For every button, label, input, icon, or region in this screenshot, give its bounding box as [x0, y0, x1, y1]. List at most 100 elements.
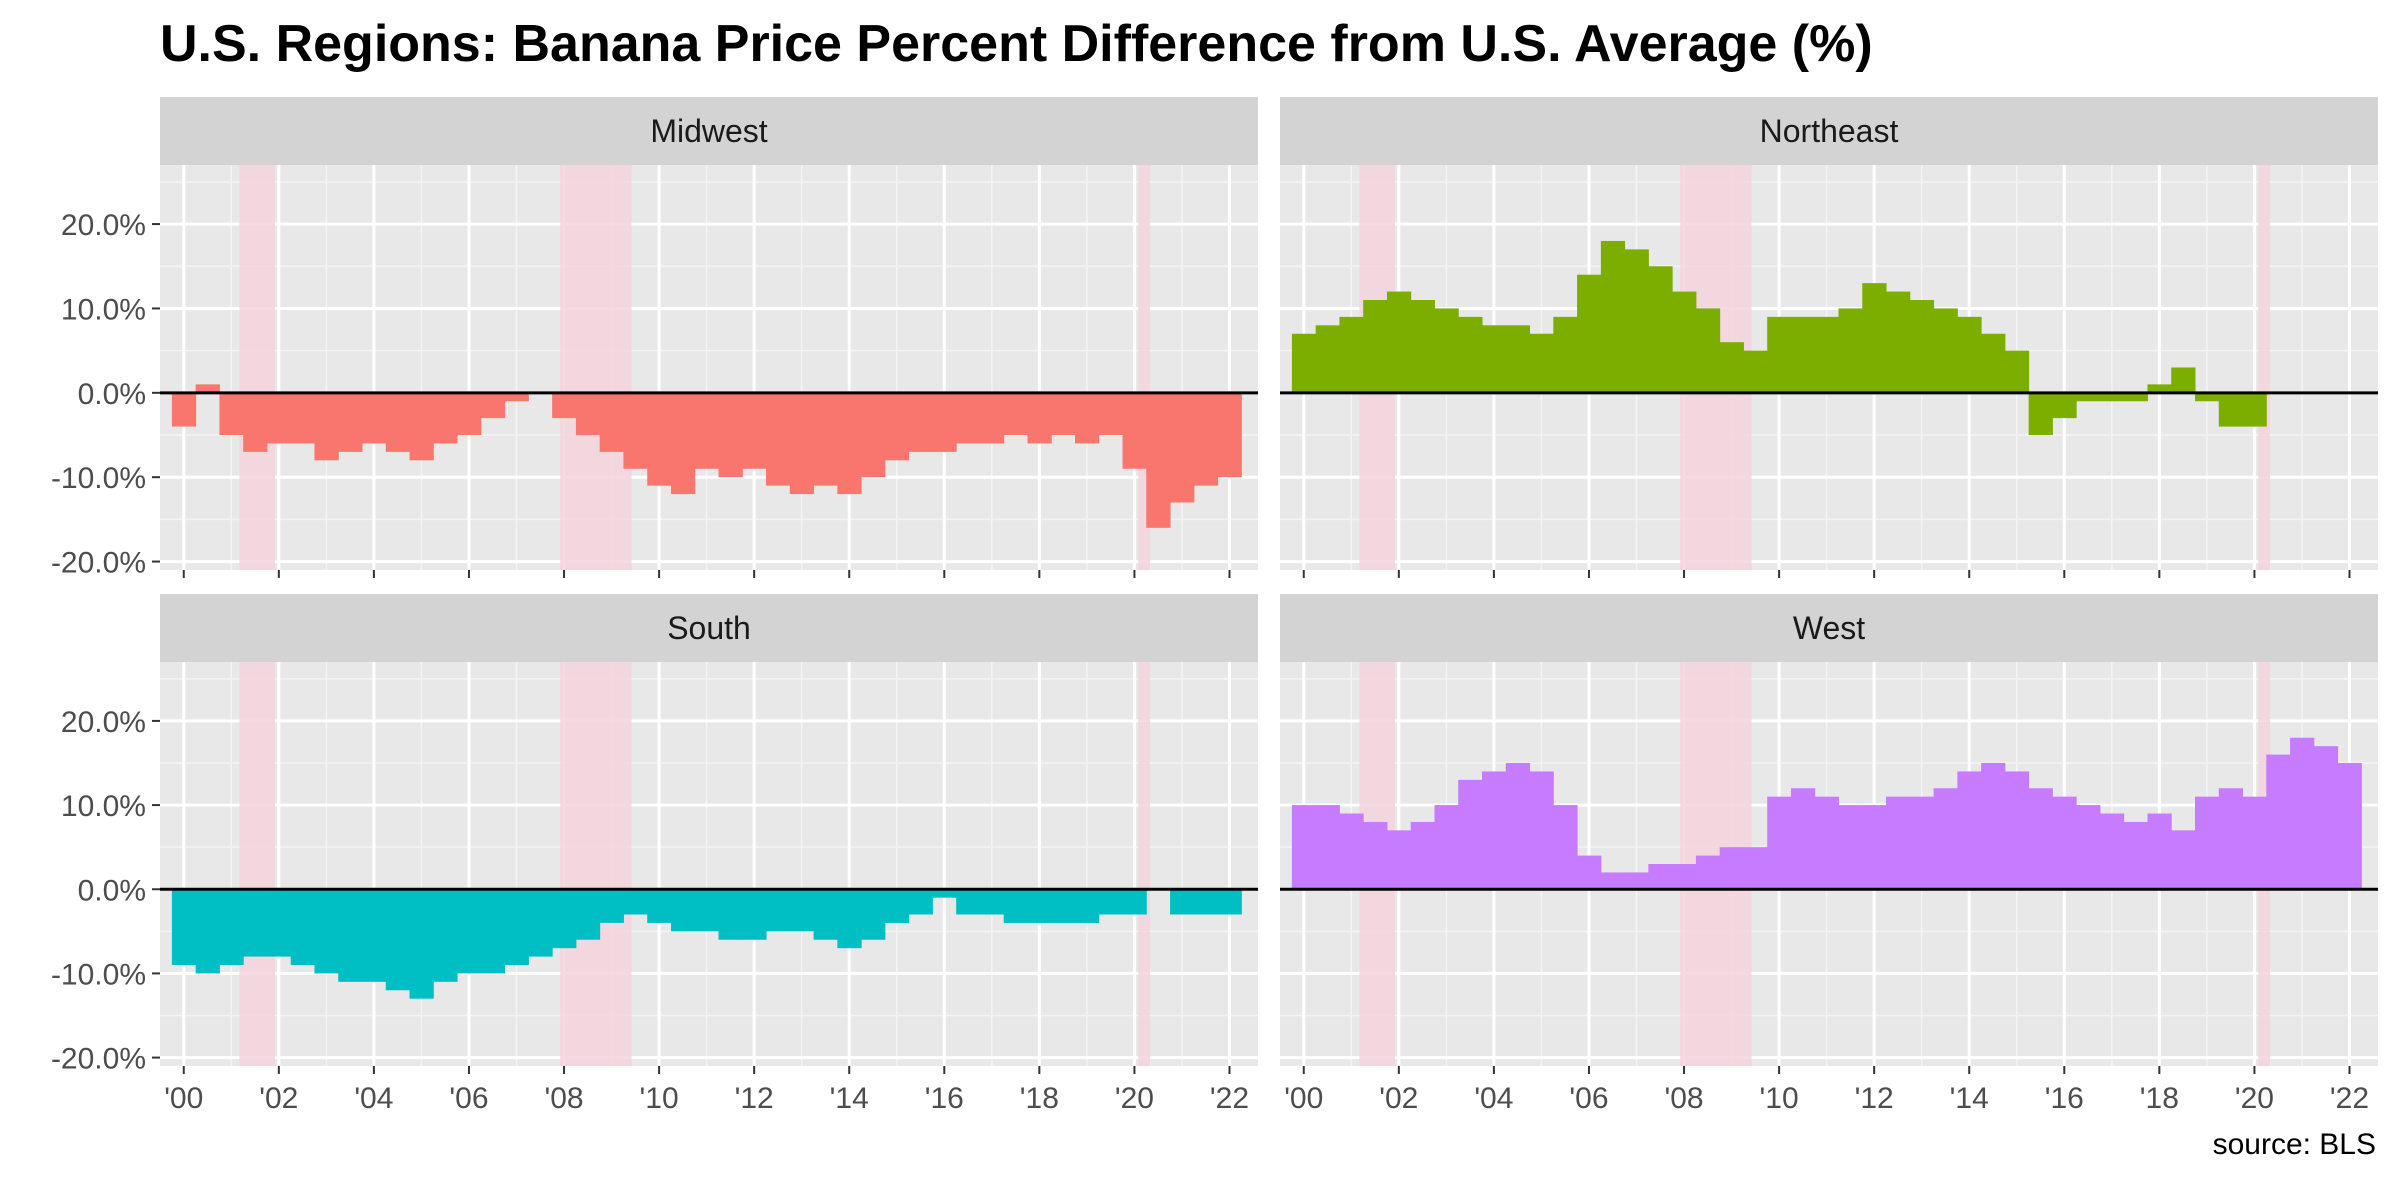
bar-west: [1672, 864, 1697, 890]
bar-northeast: [1886, 291, 1911, 393]
bar-northeast: [1743, 350, 1768, 393]
bar-south: [1051, 889, 1076, 923]
bar-west: [1600, 872, 1626, 890]
bar-midwest: [837, 392, 862, 495]
bar-west: [2171, 830, 2196, 890]
bar-northeast: [2099, 392, 2125, 402]
bar-south: [266, 889, 292, 957]
bar-south: [290, 889, 315, 965]
bar-south: [338, 889, 363, 982]
x-tick-label: '20: [1115, 1082, 1154, 1115]
bar-midwest: [884, 392, 910, 461]
recession-band: [560, 165, 632, 570]
bar-northeast: [1482, 325, 1507, 393]
x-tick-label: '16: [2045, 1082, 2084, 1115]
bar-midwest: [694, 392, 720, 469]
y-tick-label: -20.0%: [51, 547, 146, 580]
bar-south: [314, 889, 339, 974]
bar-south: [433, 889, 458, 982]
bar-northeast: [2195, 392, 2220, 402]
bar-south: [1217, 889, 1242, 915]
bar-midwest: [575, 392, 601, 435]
bar-west: [1886, 796, 1911, 890]
bar-midwest: [266, 392, 292, 444]
x-tick-label: '20: [2235, 1082, 2274, 1115]
bar-midwest: [766, 392, 791, 486]
bar-northeast: [1981, 333, 2006, 393]
bar-south: [457, 889, 482, 974]
facet-label-south: South: [667, 610, 751, 646]
bar-northeast: [1363, 300, 1388, 393]
bar-northeast: [1862, 283, 1887, 393]
bar-northeast: [1315, 325, 1340, 393]
bar-west: [1482, 771, 1507, 890]
bar-south: [789, 889, 815, 932]
recession-band: [2258, 165, 2271, 570]
bar-northeast: [1957, 316, 1982, 393]
bar-midwest: [171, 392, 197, 427]
bar-west: [1410, 821, 1435, 890]
bar-midwest: [362, 392, 387, 444]
x-tick-label: '16: [925, 1082, 964, 1115]
bar-northeast: [1624, 249, 1649, 393]
bar-south: [528, 889, 553, 957]
bar-northeast: [1933, 308, 1958, 393]
bar-northeast: [1529, 333, 1554, 393]
bar-northeast: [1814, 316, 1840, 393]
x-tick-label: '08: [544, 1082, 583, 1115]
bar-west: [1624, 872, 1649, 890]
bar-south: [1075, 889, 1100, 923]
bar-west: [1577, 855, 1602, 890]
x-tick-label: '06: [449, 1082, 488, 1115]
bar-west: [1719, 847, 1744, 890]
bar-west: [1648, 864, 1673, 890]
bar-south: [409, 889, 434, 999]
bar-northeast: [2218, 392, 2244, 427]
bar-midwest: [338, 392, 363, 452]
bar-south: [219, 889, 244, 965]
bar-south: [766, 889, 791, 932]
bar-west: [2147, 813, 2172, 890]
bar-midwest: [932, 392, 957, 452]
bar-midwest: [1098, 392, 1124, 435]
bar-west: [2004, 771, 2030, 890]
bar-midwest: [1170, 392, 1195, 503]
recession-band: [1138, 165, 1151, 570]
x-tick-label: '18: [2140, 1082, 2179, 1115]
x-tick-label: '06: [1569, 1082, 1608, 1115]
bar-south: [575, 889, 601, 940]
bar-midwest: [1051, 392, 1076, 435]
y-tick-label: 0.0%: [78, 874, 146, 907]
bar-northeast: [1790, 316, 1816, 393]
bar-midwest: [480, 392, 506, 419]
bar-west: [1981, 763, 2006, 890]
bar-west: [1363, 821, 1388, 890]
bar-south: [813, 889, 838, 940]
y-tick-label: -20.0%: [51, 1043, 146, 1076]
bar-south: [243, 889, 268, 957]
bar-midwest: [1075, 392, 1100, 444]
bar-midwest: [195, 384, 220, 393]
bar-midwest: [1122, 392, 1147, 469]
y-tick-label: 20.0%: [61, 209, 146, 242]
bar-south: [1170, 889, 1195, 915]
y-tick-label: -10.0%: [51, 958, 146, 991]
bar-south: [1193, 889, 1219, 915]
x-tick-label: '04: [1474, 1082, 1513, 1115]
bar-midwest: [813, 392, 838, 486]
bar-midwest: [908, 392, 933, 452]
y-tick-label: 20.0%: [61, 706, 146, 739]
bar-south: [670, 889, 696, 932]
bar-south: [385, 889, 411, 991]
bar-midwest: [1146, 392, 1171, 528]
bar-south: [647, 889, 672, 923]
bar-midwest: [504, 392, 529, 402]
panel-bg-south: [160, 662, 1258, 1066]
bar-midwest: [1193, 392, 1219, 486]
bar-midwest: [956, 392, 981, 444]
bar-west: [1695, 855, 1721, 890]
bar-midwest: [1217, 392, 1242, 478]
bar-midwest: [789, 392, 815, 495]
bar-midwest: [552, 392, 577, 419]
bar-midwest: [599, 392, 624, 452]
